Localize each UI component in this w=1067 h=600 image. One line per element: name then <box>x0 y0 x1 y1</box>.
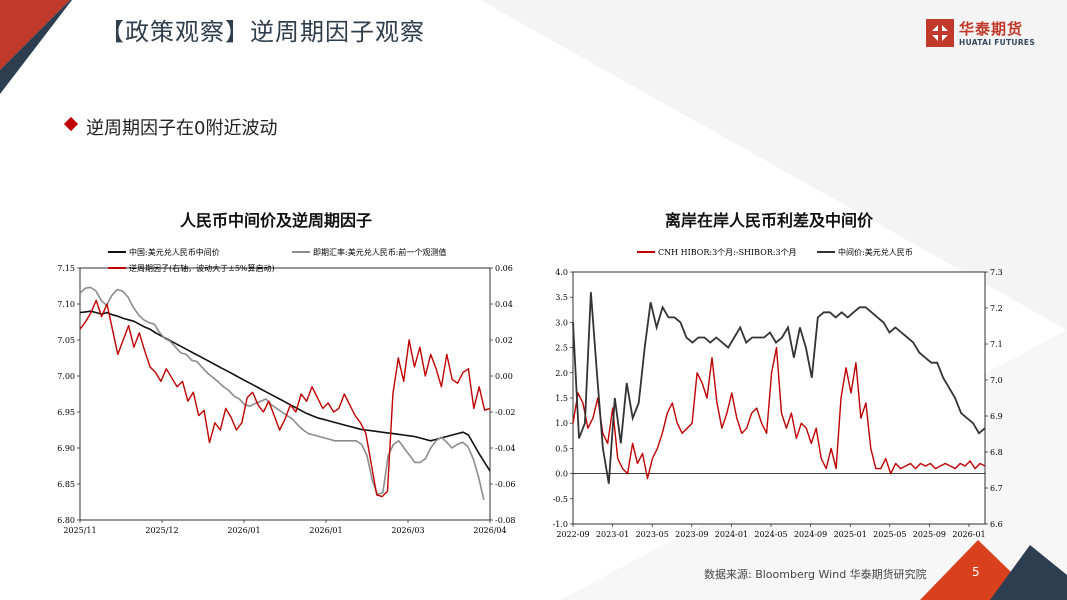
y-right-tick-label: 0.00 <box>495 372 513 381</box>
x-tick-label: 2025-05 <box>873 530 906 539</box>
y-left-tick-label: 0.5 <box>555 444 568 453</box>
y-left-tick-label: 3.5 <box>555 293 568 302</box>
legend-label-3: 逆周期因子(右轴，波动大于±5%算启动) <box>129 263 275 273</box>
y-right-tick-label: -0.02 <box>495 408 516 417</box>
x-tick-label: 2025-09 <box>913 530 946 539</box>
y-right-tick-label: 6.8 <box>990 448 1003 457</box>
y-right-tick-label: 7.2 <box>990 304 1003 313</box>
y-left-tick-label: 7.05 <box>57 336 75 345</box>
legend-label-1: 中国:美元兑人民币中间价 <box>129 247 220 257</box>
bullet-text: 逆周期因子在0附近波动 <box>86 118 278 139</box>
y-left-tick-label: 1.5 <box>555 394 568 403</box>
y-left-tick-label: 6.90 <box>57 444 75 453</box>
series-line-2 <box>572 292 986 484</box>
y-right-tick-label: 7.3 <box>990 268 1003 277</box>
x-tick-label: 2026/01 <box>227 526 260 535</box>
chart1-title: 人民币中间价及逆周期因子 <box>180 211 373 230</box>
x-tick-label: 2025-01 <box>834 530 867 539</box>
x-tick-label: 2023-05 <box>636 530 669 539</box>
y-left-tick-label: 6.80 <box>57 516 75 525</box>
y-left-tick-label: 7.10 <box>57 300 75 309</box>
legend-label-2: 中间价:美元兑人民币 <box>838 247 913 257</box>
y-right-tick-label: 6.7 <box>990 484 1003 493</box>
series-line-1 <box>79 310 491 472</box>
x-tick-label: 2025/12 <box>145 526 178 535</box>
chart2-title: 离岸在岸人民币利差及中间价 <box>665 211 874 230</box>
y-left-tick-label: 7.15 <box>57 264 75 273</box>
y-right-tick-label: -0.04 <box>495 444 516 453</box>
x-tick-label: 2024-01 <box>715 530 748 539</box>
y-right-tick-label: 7.1 <box>990 340 1003 349</box>
page-title: 【政策观察】逆周期因子观察 <box>100 18 425 46</box>
y-left-tick-label: 7.00 <box>57 372 75 381</box>
plot-frame <box>572 271 986 525</box>
y-right-tick-label: -0.08 <box>495 516 516 525</box>
y-right-tick-label: 7.0 <box>990 376 1003 385</box>
series-line-3 <box>79 299 491 498</box>
x-tick-label: 2024-09 <box>794 530 827 539</box>
x-tick-label: 2026/01 <box>309 526 342 535</box>
y-right-tick-label: 0.04 <box>495 300 513 309</box>
x-tick-label: 2026-01 <box>952 530 985 539</box>
company-logo: 华泰期货 HUATAI FUTURES <box>926 18 1046 52</box>
legend-label-2: 即期汇率:美元兑人民币:前一个观测值 <box>313 247 446 257</box>
chart2: -1.0 -0.5 0.0 0.5 1.0 1.5 2.0 2.5 3.0 3.5 4.0 6.6 6.… <box>553 247 1003 539</box>
y-left-tick-label: 3.0 <box>555 318 568 327</box>
y-left-tick-label: 1.0 <box>555 419 568 428</box>
y-left-tick-label: 2.5 <box>555 344 568 353</box>
y-left-tick-label: 0.0 <box>555 470 568 479</box>
chart1: 6.80 6.85 6.90 6.95 7.00 7.05 7.10 7.15 -0.08 -0.… <box>57 247 516 535</box>
x-tick-label: 2026/03 <box>391 526 424 535</box>
legend-label-1: CNH HIBOR:3个月:-SHIBOR:3个月 <box>658 248 797 257</box>
y-right-tick-label: -0.06 <box>495 480 516 489</box>
y-left-tick-label: 2.0 <box>555 369 568 378</box>
logo-text-en: HUATAI FUTURES <box>959 38 1036 47</box>
logo-icon <box>926 19 954 47</box>
y-left-tick-label: 6.95 <box>57 408 75 417</box>
y-left-tick-label: -1.0 <box>553 520 568 529</box>
x-tick-label: 2024-05 <box>754 530 787 539</box>
page-number: 5 <box>972 565 980 579</box>
x-tick-label: 2023-01 <box>596 530 629 539</box>
x-tick-label: 2026/04 <box>473 526 506 535</box>
data-source: 数据来源: Bloomberg Wind 华泰期货研究院 <box>704 568 927 581</box>
y-right-tick-label: 6.9 <box>990 412 1003 421</box>
y-right-tick-label: 0.02 <box>495 336 513 345</box>
x-tick-label: 2022-09 <box>556 530 589 539</box>
y-right-tick-label: 6.6 <box>990 520 1003 529</box>
series-line-1 <box>572 346 986 480</box>
logo-text-cn: 华泰期货 <box>959 20 1024 38</box>
y-right-tick-label: 0.06 <box>495 264 513 273</box>
series-line-2 <box>79 286 485 500</box>
x-tick-label: 2025/11 <box>63 526 96 535</box>
y-left-tick-label: 4.0 <box>555 268 568 277</box>
x-tick-label: 2023-09 <box>675 530 708 539</box>
y-left-tick-label: 6.85 <box>57 480 75 489</box>
plot-frame <box>79 267 491 521</box>
y-left-tick-label: -0.5 <box>553 495 568 504</box>
